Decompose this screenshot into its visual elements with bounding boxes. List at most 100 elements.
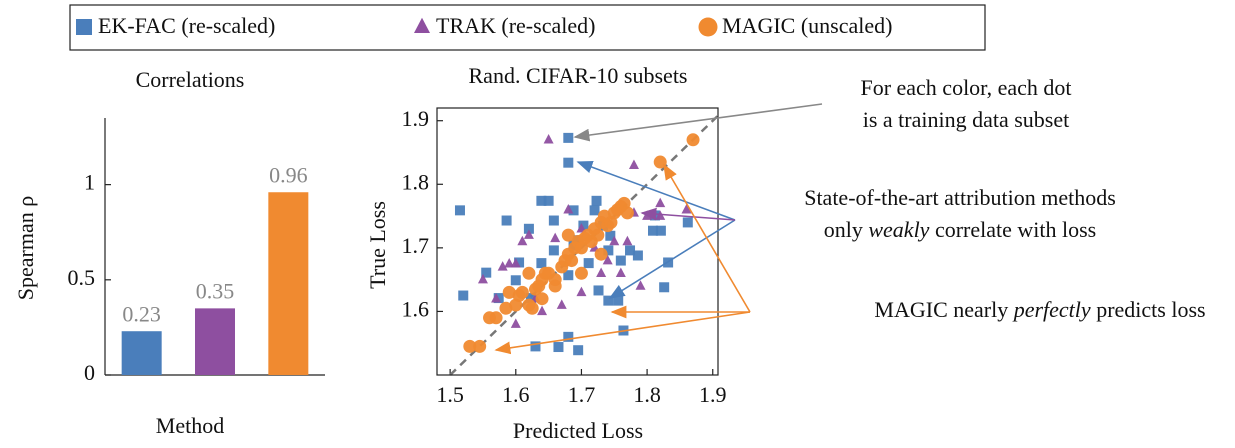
marker-square [458,290,469,301]
y-axis-label: True Loss [365,201,390,289]
arrow [663,163,751,313]
marker-square [563,331,574,342]
value-label: 0.35 [196,278,235,303]
marker-triangle [523,229,534,239]
x-tick-label: 1.6 [502,382,530,407]
marker-triangle [635,280,646,290]
annotation-part: MAGIC nearly [874,297,1013,322]
value-label: 0.23 [122,301,161,326]
marker-triangle [543,134,554,144]
marker-triangle [517,235,528,246]
annotation: MAGIC nearly perfectly predicts loss [874,297,1205,322]
marker-circle [698,17,718,37]
marker-triangle [497,261,508,271]
y-tick-label: 0 [84,360,95,385]
annotation-part: only [824,217,869,242]
legend-label: EK-FAC (re-scaled) [98,13,275,38]
marker-circle [561,228,575,242]
marker-square [593,285,604,296]
marker-triangle [609,235,620,246]
marker-circle [463,339,477,353]
marker-triangle [655,197,666,208]
marker-circle [515,285,529,299]
marker-square [603,295,614,306]
marker-square [523,223,534,234]
x-tick-label: 1.8 [633,382,661,407]
marker-circle [522,266,536,280]
marker-square [655,225,666,236]
marker-triangle [537,305,548,316]
marker-square [76,19,92,35]
marker-square [510,275,521,286]
marker-square [605,230,616,241]
marker-triangle [556,299,567,309]
annotation: For each color, each dot [860,75,1071,100]
marker-triangle [602,254,613,265]
marker-square [454,205,465,216]
marker-square [568,205,579,216]
marker-square [501,215,512,226]
marker-square [548,245,559,256]
y-tick-label: 1.6 [402,296,430,321]
marker-square [591,195,602,206]
x-axis-label: Predicted Loss [513,418,643,443]
marker-circle [686,133,700,147]
marker-circle [548,279,562,293]
marker-triangle [550,232,561,243]
marker-square [583,258,594,269]
y-tick-label: 1 [84,170,95,195]
marker-square [563,270,574,281]
legend-box [69,4,986,51]
x-tick-label: 1.9 [699,382,727,407]
bar [195,308,235,375]
marker-triangle [510,318,521,328]
marker-triangle [615,267,626,278]
arrow [573,103,823,142]
annotation-arrows [494,103,823,355]
marker-square [548,215,559,226]
marker-square [615,255,626,266]
chart-title: Correlations [136,67,245,92]
marker-circle [574,266,588,280]
annotation-part: predicts loss [1091,297,1206,322]
marker-square [613,295,624,306]
annotation: only weakly correlate with loss [824,217,1097,242]
marker-square [514,257,525,268]
y-tick-label: 1.8 [402,169,430,194]
legend-label: MAGIC (unscaled) [722,13,892,38]
x-axis-label: Method [156,413,224,438]
marker-triangle [628,159,639,169]
marker-circle [489,311,503,325]
annotation-part: weakly [868,217,929,242]
marker-triangle [414,17,430,33]
marker-square [659,282,670,293]
marker-triangle [576,286,587,297]
plot-frame [436,107,719,376]
marker-square [632,250,643,261]
marker-square [536,195,547,206]
marker-square [578,220,589,231]
marker-square [573,345,584,356]
bar [268,192,309,375]
marker-circle [502,285,516,299]
marker-square [625,245,636,256]
chart-title: Rand. CIFAR-10 subsets [469,63,688,88]
marker-circle [499,301,513,315]
marker-square [481,267,492,278]
marker-square [543,195,554,206]
marker-square [682,217,693,228]
arrow [608,219,736,299]
marker-square [648,225,659,236]
marker-circle [591,228,605,242]
marker-circle [594,247,608,261]
marker-circle [620,206,634,220]
marker-triangle [510,258,521,268]
marker-square [553,342,564,353]
y-axis-label: Spearman ρ [13,196,38,300]
arrow [576,160,736,221]
arrow [640,207,736,221]
marker-circle [565,254,579,268]
x-tick-label: 1.5 [436,382,464,407]
marker-triangle [477,273,488,284]
